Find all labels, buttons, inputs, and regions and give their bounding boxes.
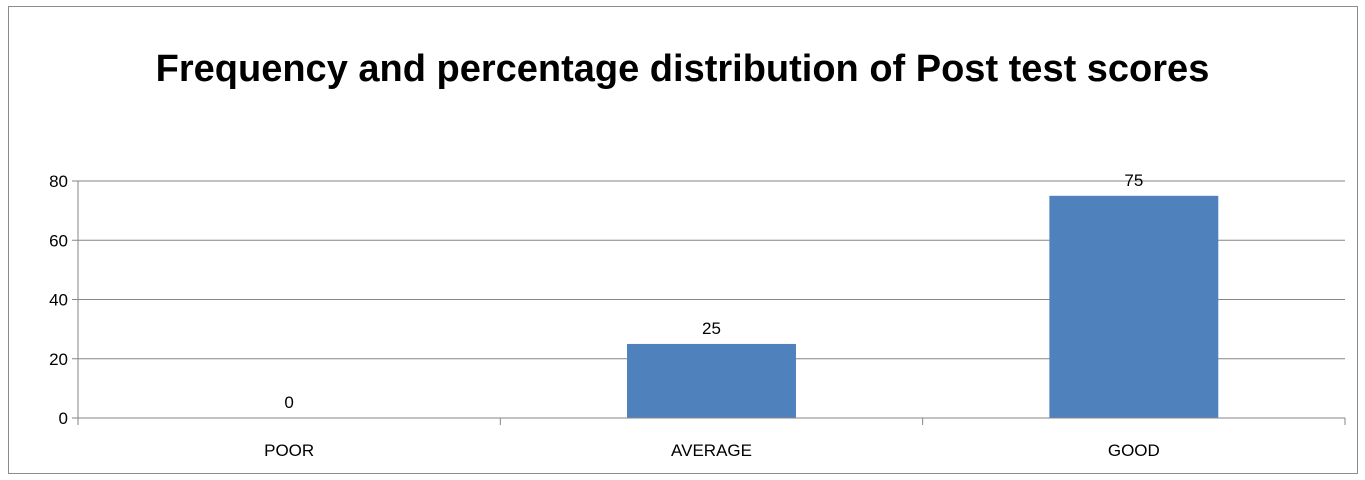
y-tick-label: 20 [49, 350, 68, 369]
labels: 0 20 40 60 80 0 POOR 25 AVERAGE 75 GOOD [49, 171, 1160, 460]
y-tick-label: 60 [49, 231, 68, 250]
x-category-label: GOOD [1108, 441, 1160, 460]
data-label: 0 [284, 393, 293, 412]
axes [72, 180, 1346, 425]
data-label: 25 [702, 319, 721, 338]
x-category-label: POOR [264, 441, 314, 460]
chart-title: Frequency and percentage distribution of… [155, 48, 1210, 90]
y-tick-label: 80 [49, 172, 68, 191]
data-label: 75 [1124, 171, 1143, 190]
bar-good [1049, 195, 1219, 418]
bars [627, 195, 1219, 418]
y-tick-label: 40 [49, 291, 68, 310]
bar-average [627, 343, 796, 418]
x-category-label: AVERAGE [671, 441, 752, 460]
y-tick-label: 0 [59, 409, 68, 428]
